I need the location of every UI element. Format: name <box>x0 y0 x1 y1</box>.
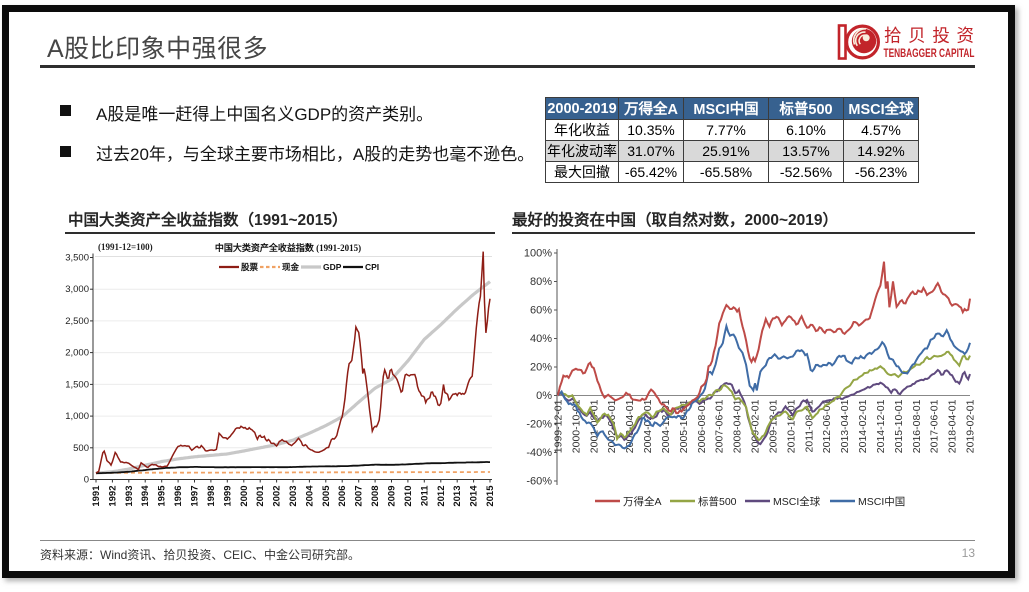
svg-text:2008-04-01: 2008-04-01 <box>732 399 744 453</box>
svg-text:3,000: 3,000 <box>65 284 89 295</box>
svg-text:万得全A: 万得全A <box>623 495 662 508</box>
svg-text:80%: 80% <box>530 276 552 288</box>
svg-text:500: 500 <box>73 443 89 454</box>
svg-text:CPI: CPI <box>365 262 379 272</box>
svg-text:拾贝投资: 拾贝投资 <box>884 26 974 46</box>
svg-text:2004: 2004 <box>304 485 315 507</box>
svg-text:2,500: 2,500 <box>65 316 89 327</box>
svg-text:1999-12-01: 1999-12-01 <box>553 399 565 453</box>
svg-text:2009: 2009 <box>387 486 398 507</box>
svg-text:0: 0 <box>84 475 89 486</box>
svg-text:2001: 2001 <box>255 485 266 507</box>
svg-text:2006: 2006 <box>337 486 348 507</box>
svg-text:GDP: GDP <box>323 262 342 272</box>
svg-text:1,000: 1,000 <box>65 411 89 422</box>
svg-text:2007-06-01: 2007-06-01 <box>714 399 726 453</box>
svg-text:2007: 2007 <box>354 486 365 507</box>
svg-text:2008: 2008 <box>370 486 381 507</box>
svg-text:60%: 60% <box>530 305 552 317</box>
svg-text:2003: 2003 <box>288 486 299 507</box>
svg-text:2014-12-01: 2014-12-01 <box>875 399 887 453</box>
svg-text:2,000: 2,000 <box>65 348 89 359</box>
svg-text:MSCI全球: MSCI全球 <box>773 495 821 508</box>
svg-text:1992: 1992 <box>107 486 118 507</box>
svg-text:2013: 2013 <box>452 486 463 507</box>
svg-text:2006-08-01: 2006-08-01 <box>696 399 708 453</box>
svg-text:2002: 2002 <box>272 486 283 507</box>
svg-text:2016-08-01: 2016-08-01 <box>911 399 923 453</box>
svg-text:1997: 1997 <box>190 486 201 507</box>
svg-text:-40%: -40% <box>526 447 552 459</box>
svg-text:现金: 现金 <box>282 262 300 272</box>
svg-text:2010: 2010 <box>403 486 414 507</box>
svg-text:100%: 100% <box>524 248 552 260</box>
svg-text:40%: 40% <box>530 333 552 345</box>
svg-text:中国大类资产全收益指数 (1991-2015): 中国大类资产全收益指数 (1991-2015) <box>215 242 361 253</box>
svg-text:1998: 1998 <box>206 486 217 507</box>
svg-text:(1991-12=100): (1991-12=100) <box>98 242 153 252</box>
svg-text:2005: 2005 <box>321 485 332 507</box>
svg-text:-20%: -20% <box>526 419 552 431</box>
svg-text:2018-04-01: 2018-04-01 <box>947 399 959 453</box>
svg-text:2012: 2012 <box>436 486 447 507</box>
svg-text:1,500: 1,500 <box>65 379 89 390</box>
svg-text:1996: 1996 <box>173 486 184 507</box>
svg-text:TENBAGGER CAPITAL: TENBAGGER CAPITAL <box>884 48 975 60</box>
svg-text:MSCI中国: MSCI中国 <box>858 495 905 508</box>
svg-text:2017-06-01: 2017-06-01 <box>929 399 941 453</box>
svg-text:3,500: 3,500 <box>65 253 89 264</box>
svg-text:1993: 1993 <box>124 486 135 507</box>
svg-text:20%: 20% <box>530 362 552 374</box>
svg-text:-60%: -60% <box>526 476 552 488</box>
svg-text:1994: 1994 <box>140 485 151 507</box>
svg-text:1991: 1991 <box>91 485 102 507</box>
svg-text:2014: 2014 <box>469 485 480 507</box>
svg-text:2009-12-01: 2009-12-01 <box>768 399 780 453</box>
svg-text:2019-02-01: 2019-02-01 <box>965 399 977 453</box>
svg-text:标普500: 标普500 <box>698 495 737 508</box>
svg-text:2015-10-01: 2015-10-01 <box>893 399 905 453</box>
svg-text:股票: 股票 <box>241 262 259 272</box>
svg-text:1995: 1995 <box>157 485 168 507</box>
svg-text:2015: 2015 <box>485 485 496 507</box>
svg-text:2012-06-01: 2012-06-01 <box>821 399 833 453</box>
svg-text:1999: 1999 <box>222 486 233 507</box>
svg-text:0%: 0% <box>536 390 552 402</box>
svg-text:2014-02-01: 2014-02-01 <box>857 399 869 453</box>
svg-text:2011: 2011 <box>419 485 430 506</box>
svg-text:2013-04-01: 2013-04-01 <box>839 399 851 453</box>
svg-text:2000: 2000 <box>239 486 250 507</box>
